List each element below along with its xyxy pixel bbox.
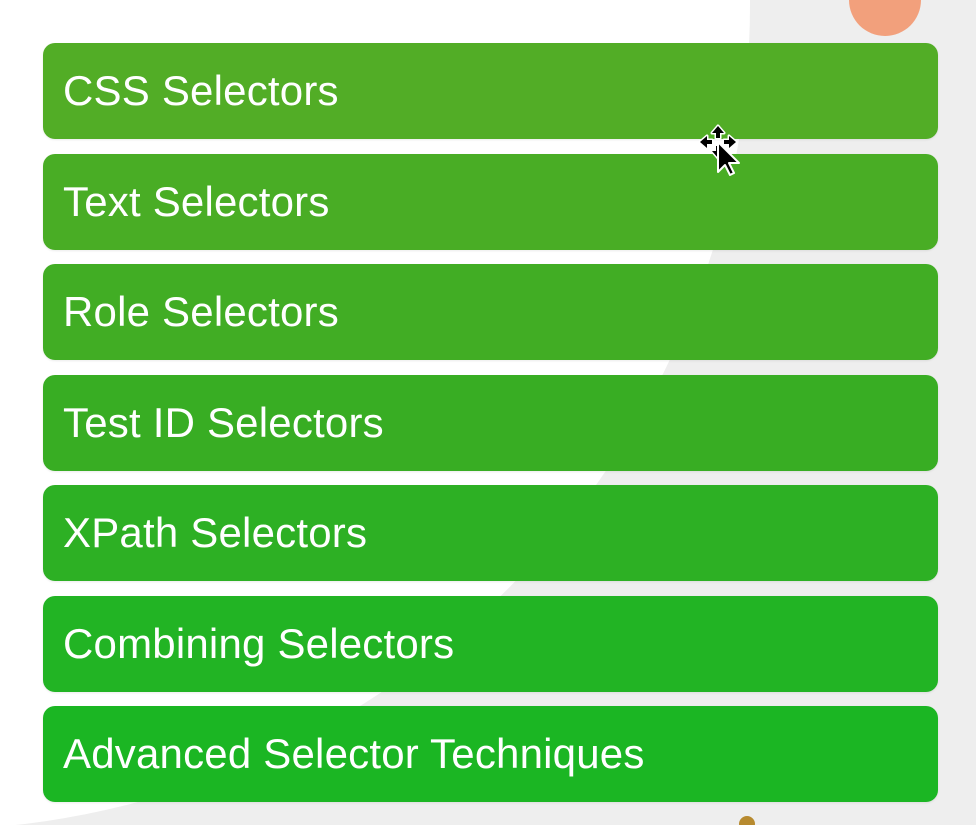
selector-item-label: CSS Selectors	[63, 67, 339, 114]
selector-item-label: Test ID Selectors	[63, 398, 384, 446]
selector-item-label: XPath Selectors	[63, 509, 368, 556]
selector-item-combining[interactable]: Combining Selectors	[43, 595, 938, 692]
selector-item-label: Text Selectors	[63, 177, 330, 225]
selector-item-advanced[interactable]: Advanced Selector Techniques	[43, 706, 938, 802]
selector-item-role[interactable]: Role Selectors	[43, 264, 938, 360]
selector-item-label: Role Selectors	[63, 288, 339, 335]
selector-item-xpath[interactable]: XPath Selectors	[43, 485, 938, 581]
brown-decorative-dot	[739, 816, 755, 825]
selector-item-text[interactable]: Text Selectors	[43, 153, 938, 250]
selector-item-css[interactable]: CSS Selectors	[43, 43, 938, 139]
selector-item-test-id[interactable]: Test ID Selectors	[43, 374, 938, 471]
selector-item-label: Advanced Selector Techniques	[63, 730, 645, 777]
selector-item-label: Combining Selectors	[63, 619, 455, 667]
orange-decorative-dot	[849, 0, 921, 36]
selector-list: CSS Selectors Text Selectors Role Select…	[43, 43, 938, 802]
